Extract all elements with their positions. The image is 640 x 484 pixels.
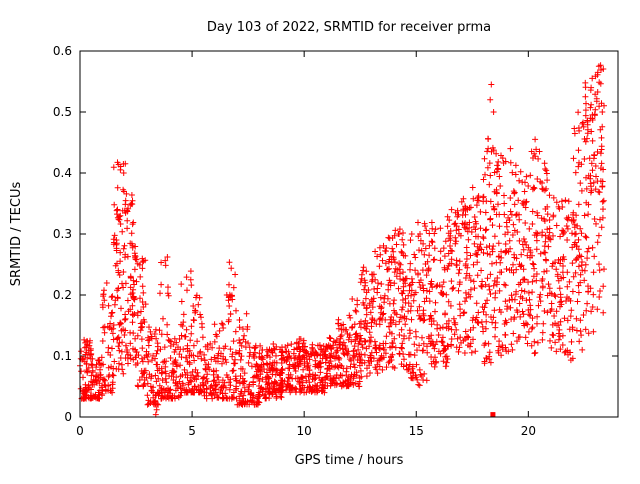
- axis-ticks: 0 5 10 15 20 0 0.1 0.2 0.3 0.4 0.5 0.6: [53, 44, 618, 438]
- x-tick-label: 10: [297, 424, 312, 438]
- chart-title: Day 103 of 2022, SRMTID for receiver prm…: [207, 20, 491, 35]
- y-tick-label: 0.2: [53, 288, 72, 302]
- y-tick-label: 0: [64, 410, 72, 424]
- y-tick-label: 0.5: [53, 105, 72, 119]
- y-tick-label: 0.4: [53, 166, 72, 180]
- y-tick-label: 0.3: [53, 227, 72, 241]
- x-tick-label: 5: [188, 424, 196, 438]
- x-tick-label: 20: [521, 424, 536, 438]
- plot-border: [79, 50, 619, 418]
- y-tick-label: 0.6: [53, 44, 72, 58]
- x-axis-label: GPS time / hours: [295, 453, 404, 468]
- y-tick-label: 0.1: [53, 349, 72, 363]
- x-tick-label: 0: [76, 424, 84, 438]
- scatter-square-marker: [490, 412, 496, 418]
- x-tick-label: 15: [409, 424, 424, 438]
- scatter-plus-markers: [77, 62, 607, 418]
- y-axis-label: SRMTID / TECUs: [9, 182, 24, 287]
- data-points: [77, 62, 607, 418]
